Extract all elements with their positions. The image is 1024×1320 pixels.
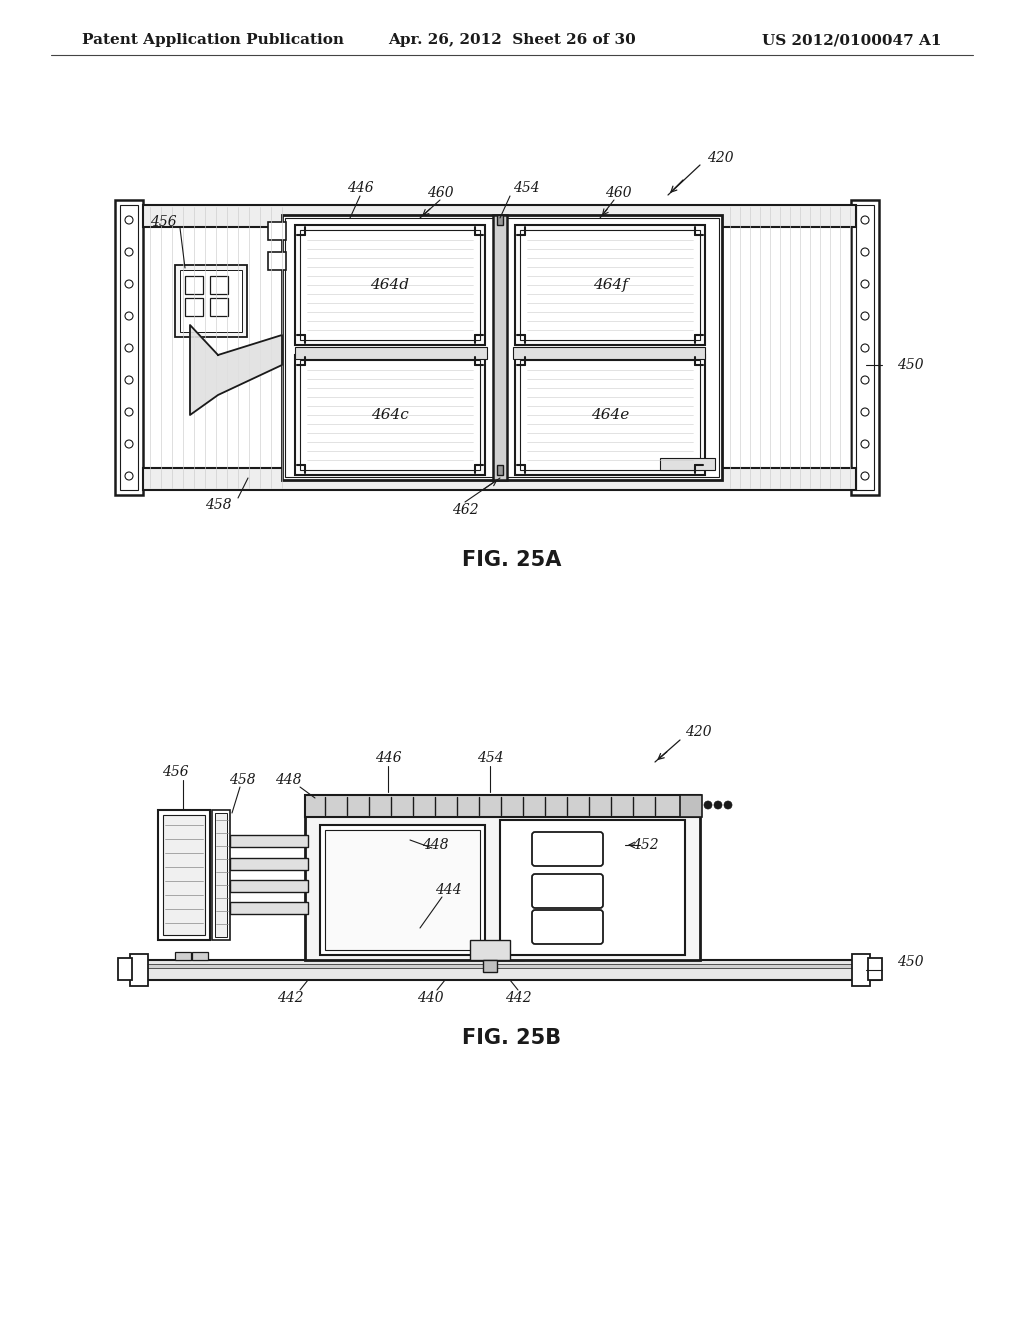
- Bar: [230, 836, 308, 847]
- Bar: [470, 940, 510, 960]
- Bar: [175, 952, 191, 960]
- Text: 420: 420: [685, 725, 712, 739]
- Bar: [497, 465, 503, 475]
- Bar: [230, 902, 308, 913]
- Bar: [143, 469, 856, 490]
- Text: Apr. 26, 2012  Sheet 26 of 30: Apr. 26, 2012 Sheet 26 of 30: [388, 33, 636, 48]
- Text: 460: 460: [427, 186, 454, 201]
- Bar: [305, 795, 700, 817]
- Bar: [175, 265, 247, 337]
- Bar: [163, 814, 205, 935]
- Text: 446: 446: [375, 751, 401, 766]
- Bar: [295, 224, 485, 345]
- Text: 448: 448: [422, 838, 449, 851]
- Bar: [212, 810, 230, 940]
- Bar: [680, 795, 702, 817]
- Circle shape: [714, 801, 722, 809]
- Text: 420: 420: [707, 150, 733, 165]
- Text: 452: 452: [632, 838, 658, 851]
- Bar: [118, 958, 132, 979]
- Bar: [513, 347, 705, 359]
- Bar: [497, 215, 503, 224]
- Bar: [483, 960, 497, 972]
- Text: FIG. 25A: FIG. 25A: [462, 550, 562, 570]
- Polygon shape: [190, 325, 282, 414]
- Text: 448: 448: [274, 774, 301, 787]
- Bar: [230, 858, 308, 870]
- Text: 454: 454: [513, 181, 540, 195]
- Bar: [210, 298, 228, 315]
- Bar: [852, 954, 870, 986]
- Text: 458: 458: [205, 498, 231, 512]
- Bar: [210, 276, 228, 294]
- Bar: [268, 222, 286, 240]
- Bar: [520, 230, 700, 341]
- Text: 460: 460: [605, 186, 632, 201]
- Bar: [385, 952, 401, 960]
- Bar: [856, 205, 874, 490]
- Circle shape: [705, 801, 712, 809]
- Bar: [319, 825, 485, 954]
- Bar: [120, 205, 138, 490]
- Text: 454: 454: [477, 751, 504, 766]
- FancyBboxPatch shape: [532, 909, 603, 944]
- Text: 444: 444: [434, 883, 462, 898]
- Bar: [215, 813, 227, 937]
- Text: Patent Application Publication: Patent Application Publication: [82, 33, 344, 48]
- Bar: [230, 880, 308, 892]
- Text: 450: 450: [897, 358, 924, 372]
- Bar: [493, 215, 507, 480]
- Text: 440: 440: [417, 991, 443, 1005]
- Bar: [295, 347, 487, 359]
- Bar: [508, 952, 524, 960]
- Bar: [305, 795, 700, 960]
- Bar: [660, 458, 715, 470]
- Bar: [500, 820, 685, 954]
- Bar: [490, 952, 506, 960]
- FancyBboxPatch shape: [532, 874, 603, 908]
- Text: 456: 456: [150, 215, 176, 228]
- Bar: [140, 964, 880, 968]
- Text: 450: 450: [897, 954, 924, 969]
- Text: 456: 456: [162, 766, 188, 779]
- Bar: [515, 224, 705, 345]
- Bar: [325, 830, 480, 950]
- Text: 442: 442: [505, 991, 531, 1005]
- Bar: [406, 952, 421, 960]
- FancyBboxPatch shape: [532, 832, 603, 866]
- Bar: [282, 215, 722, 480]
- Text: 446: 446: [347, 181, 374, 195]
- Bar: [868, 958, 882, 979]
- Text: 442: 442: [276, 991, 303, 1005]
- Bar: [268, 252, 286, 271]
- Bar: [520, 360, 700, 470]
- Circle shape: [724, 801, 732, 809]
- Bar: [193, 952, 208, 960]
- Text: 464f: 464f: [593, 279, 628, 292]
- Bar: [115, 201, 143, 495]
- Bar: [295, 355, 485, 475]
- Bar: [851, 201, 879, 495]
- Text: 464c: 464c: [371, 408, 409, 422]
- Text: 464d: 464d: [371, 279, 410, 292]
- Text: 462: 462: [452, 503, 478, 517]
- Bar: [515, 355, 705, 475]
- Bar: [185, 276, 203, 294]
- Text: 464e: 464e: [591, 408, 629, 422]
- Text: 458: 458: [228, 774, 255, 787]
- Text: US 2012/0100047 A1: US 2012/0100047 A1: [763, 33, 942, 48]
- Bar: [140, 960, 880, 979]
- Text: FIG. 25B: FIG. 25B: [463, 1028, 561, 1048]
- Bar: [300, 360, 480, 470]
- Bar: [158, 810, 210, 940]
- Bar: [130, 954, 148, 986]
- Bar: [180, 271, 242, 333]
- Bar: [285, 218, 719, 477]
- Bar: [185, 298, 203, 315]
- Bar: [300, 230, 480, 341]
- Bar: [143, 205, 856, 227]
